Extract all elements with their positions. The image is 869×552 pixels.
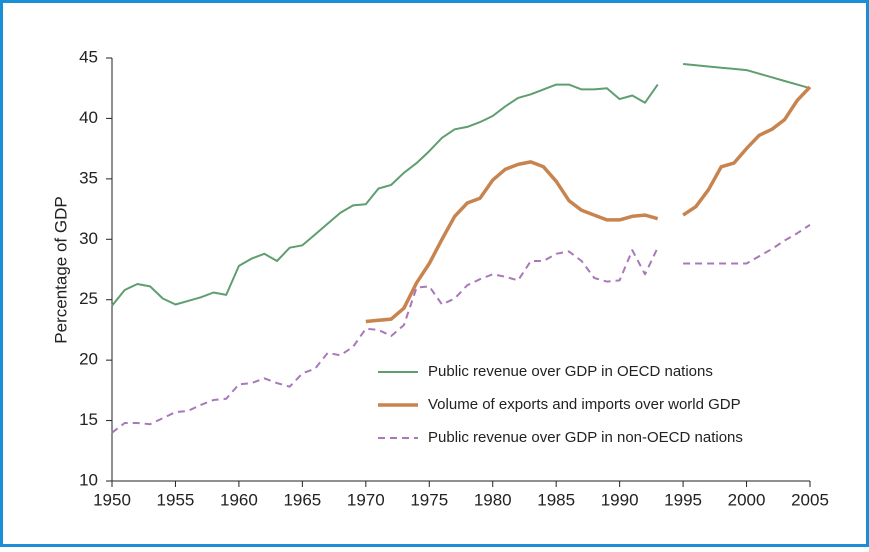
- series-line: [365, 85, 812, 324]
- x-tick-label: 2005: [791, 490, 829, 509]
- x-tick-label: 1985: [537, 490, 575, 509]
- y-tick-label: 25: [79, 289, 98, 308]
- y-axis-label: Percentage of GDP: [51, 196, 70, 343]
- x-tick-label: 1965: [283, 490, 321, 509]
- x-tick-label: 1980: [474, 490, 512, 509]
- y-tick-label: 40: [79, 108, 98, 127]
- x-tick-label: 1970: [347, 490, 385, 509]
- y-tick-label: 30: [79, 229, 98, 248]
- y-tick-label: 20: [79, 350, 98, 369]
- legend-label: Public revenue over GDP in OECD nations: [428, 363, 713, 380]
- x-tick-label: 1955: [157, 490, 195, 509]
- y-tick-label: 15: [79, 410, 98, 429]
- legend-label: Volume of exports and imports over world…: [428, 396, 741, 413]
- series-line: [111, 223, 811, 434]
- y-tick-label: 35: [79, 168, 98, 187]
- y-tick-label: 10: [79, 470, 98, 489]
- x-tick-label: 1960: [220, 490, 258, 509]
- x-tick-label: 1995: [664, 490, 702, 509]
- x-tick-label: 1990: [601, 490, 639, 509]
- series-line: [111, 63, 811, 307]
- legend-label: Public revenue over GDP in non-OECD nati…: [428, 429, 743, 446]
- x-tick-label: 1950: [93, 490, 131, 509]
- y-tick-label: 45: [79, 47, 98, 66]
- x-tick-label: 1975: [410, 490, 448, 509]
- x-tick-label: 2000: [728, 490, 766, 509]
